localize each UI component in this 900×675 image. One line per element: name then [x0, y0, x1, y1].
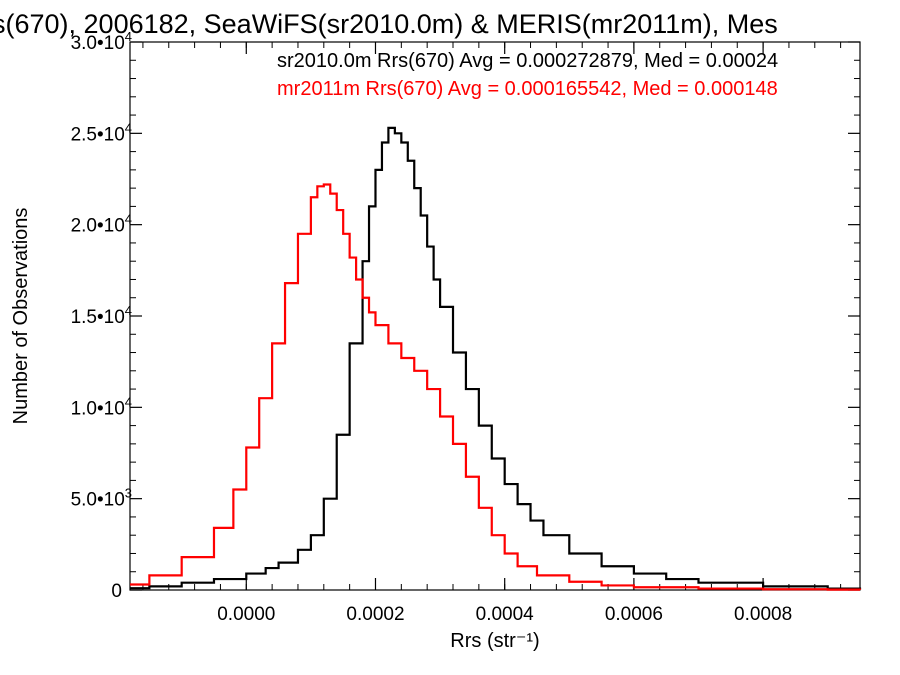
- y-axis-label: Number of Observations: [10, 208, 32, 425]
- x-axis-label: Rrs (str⁻¹): [450, 630, 539, 652]
- x-tick-label-1: 0.0002: [346, 604, 404, 625]
- y-axis-ticks: 0 5.0•103 1.0•104 1.5•104 2.0•104 2.5•104 3.0•…: [71, 29, 860, 602]
- y-tick-label-5: 2.5•104: [71, 120, 132, 145]
- y-tick-label-4: 2.0•104: [71, 212, 132, 237]
- x-tick-label-3: 0.0006: [605, 604, 663, 625]
- x-tick-label-2: 0.0004: [476, 604, 535, 625]
- x-axis-ticks: 0.0000 0.0002 0.0004 0.0006 0.0008: [142, 42, 842, 625]
- y-tick-label-2: 1.0•104: [71, 394, 132, 419]
- y-tick-label-1: 5.0•103: [71, 486, 132, 511]
- y-tick-label-0: 0: [111, 581, 122, 602]
- stats-annotation-black: sr2010.0m Rrs(670) Avg = 0.000272879, Me…: [277, 50, 778, 72]
- x-tick-label-0: 0.0000: [217, 604, 275, 625]
- chart-title: s(670), 2006182, SeaWiFS(sr2010.0m) & ME…: [0, 9, 778, 39]
- series-group: [130, 126, 862, 591]
- series-line-0: [130, 126, 862, 590]
- y-tick-label-6: 3.0•104: [71, 29, 132, 54]
- x-tick-label-4: 0.0008: [734, 604, 792, 625]
- plot-frame: [129, 41, 861, 591]
- stats-annotation-red: mr2011m Rrs(670) Avg = 0.000165542, Med …: [277, 78, 778, 100]
- y-tick-label-3: 1.5•104: [71, 303, 132, 328]
- series-line-1: [130, 183, 862, 591]
